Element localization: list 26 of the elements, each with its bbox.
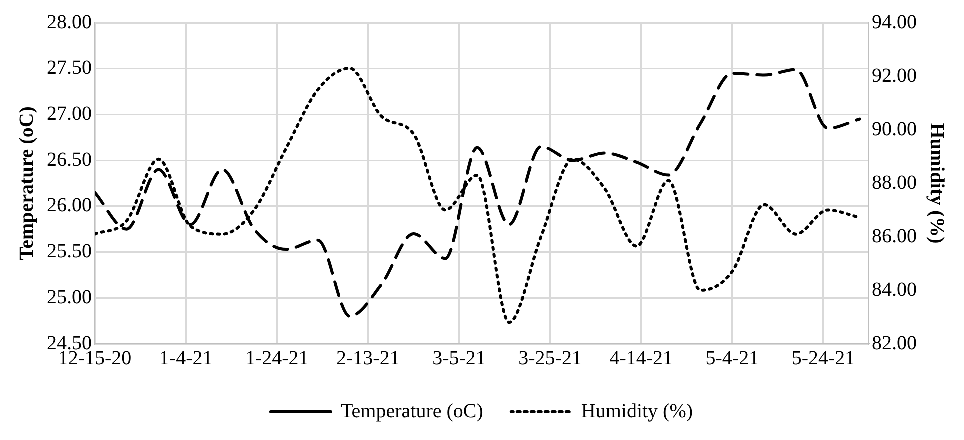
x-tick-label: 1-4-21 bbox=[159, 347, 213, 370]
y2-tick-label: 82.00 bbox=[872, 332, 917, 354]
y-tick-label: 26.00 bbox=[47, 194, 92, 217]
y2-tick-label: 86.00 bbox=[872, 225, 917, 248]
y2-tick-label: 88.00 bbox=[872, 172, 917, 194]
y-tick-label: 25.50 bbox=[47, 240, 92, 263]
x-tick-label: 5-4-21 bbox=[706, 347, 760, 370]
y-tick-label: 27.00 bbox=[47, 102, 92, 125]
y-tick-label: 27.50 bbox=[47, 57, 92, 80]
legend-label: Temperature (oC) bbox=[340, 400, 484, 422]
x-tick-label: 3-25-21 bbox=[518, 347, 582, 370]
y-tick-label: 25.00 bbox=[47, 286, 92, 308]
y2-tick-label: 92.00 bbox=[872, 64, 917, 87]
y2-tick-label: 94.00 bbox=[872, 11, 917, 34]
legend-label: Humidity (%) bbox=[581, 400, 694, 422]
y-tick-label: 26.50 bbox=[47, 148, 92, 171]
y-axis-title: Temperature (oC) bbox=[16, 106, 38, 260]
y2-tick-label: 90.00 bbox=[872, 118, 917, 140]
x-tick-label: 1-24-21 bbox=[245, 347, 309, 370]
x-tick-label: 5-24-21 bbox=[792, 347, 856, 370]
x-tick-label: 3-5-21 bbox=[432, 347, 486, 370]
y2-axis-title: Humidity (%) bbox=[926, 123, 948, 244]
y-tick-label: 28.00 bbox=[47, 11, 92, 34]
y2-tick-label: 84.00 bbox=[872, 278, 917, 301]
x-tick-label: 2-13-21 bbox=[336, 347, 400, 370]
x-tick-label: 4-14-21 bbox=[610, 347, 674, 370]
